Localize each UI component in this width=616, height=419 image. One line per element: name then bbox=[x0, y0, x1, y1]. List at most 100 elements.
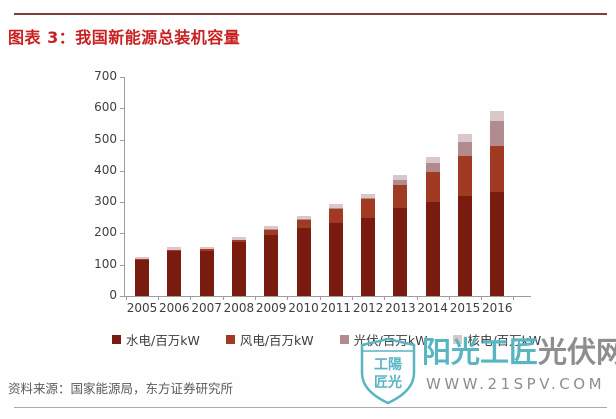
bar-segment bbox=[199, 247, 214, 250]
bar-segment bbox=[425, 156, 440, 163]
y-tick-mark bbox=[120, 296, 125, 297]
y-tick-mark bbox=[120, 108, 125, 110]
svg-text:工陽: 工陽 bbox=[374, 356, 402, 373]
x-tick-mark bbox=[448, 296, 450, 300]
bar-segment bbox=[328, 204, 343, 209]
legend-label: 风电/百万kW bbox=[239, 333, 314, 348]
figure-title: 图表 3：我国新能源总装机容量 bbox=[8, 28, 241, 47]
x-tick-label: 2012 bbox=[352, 301, 384, 315]
legend-swatch bbox=[339, 335, 349, 344]
x-tick-label: 2010 bbox=[288, 301, 319, 315]
y-tick-mark bbox=[120, 202, 125, 204]
x-tick-mark bbox=[287, 296, 289, 300]
bar-segment bbox=[264, 229, 279, 235]
watermark-brand-teal: 阳光工匠 bbox=[422, 335, 539, 369]
y-tick-label: 400 bbox=[94, 162, 117, 177]
bar-segment bbox=[393, 179, 408, 185]
x-tick-label: 2015 bbox=[449, 301, 481, 315]
bar-segment bbox=[199, 250, 214, 296]
legend-swatch bbox=[112, 335, 121, 344]
bar-segment bbox=[167, 247, 182, 250]
x-tick-mark bbox=[481, 296, 483, 300]
bar-segment bbox=[328, 223, 343, 296]
bar-segment bbox=[393, 184, 408, 209]
x-tick-mark bbox=[190, 296, 192, 300]
x-tick-label: 2011 bbox=[320, 301, 352, 315]
x-tick-mark bbox=[158, 296, 160, 300]
stacked-bar-2016 bbox=[490, 110, 505, 296]
bar-segment bbox=[361, 198, 376, 200]
stacked-bar-2009 bbox=[264, 226, 279, 296]
bar-segment bbox=[361, 194, 376, 199]
legend-swatch bbox=[453, 335, 463, 344]
bar-segment bbox=[425, 201, 440, 296]
stacked-bar-2007 bbox=[199, 247, 214, 296]
bar-segment bbox=[393, 208, 408, 296]
top-divider bbox=[14, 13, 607, 15]
stacked-bar-2008 bbox=[231, 236, 246, 296]
bar-segment bbox=[490, 192, 505, 296]
y-tick-label: 100 bbox=[94, 256, 117, 271]
stacked-bar-2010 bbox=[296, 215, 311, 296]
y-tick-label: 0 bbox=[109, 288, 117, 302]
legend-label: 水电/百万kW bbox=[126, 333, 200, 348]
x-tick-mark bbox=[125, 296, 127, 300]
bar-segment bbox=[135, 259, 149, 296]
bar-segment bbox=[425, 162, 440, 172]
legend-item: 风电/百万kW bbox=[225, 330, 314, 349]
bar-segment bbox=[458, 134, 472, 143]
x-tick-mark bbox=[384, 296, 386, 300]
stacked-bar-2015 bbox=[458, 134, 472, 296]
x-tick-label: 2013 bbox=[385, 301, 416, 315]
bar-segment bbox=[458, 142, 472, 156]
bar-segment bbox=[167, 249, 182, 251]
y-tick-mark bbox=[120, 139, 125, 141]
y-tick-mark bbox=[120, 233, 125, 235]
x-tick-label: 2005 bbox=[126, 301, 158, 315]
x-tick-mark bbox=[513, 296, 515, 300]
x-tick-label: 2007 bbox=[191, 301, 222, 315]
stacked-bar-2011 bbox=[328, 204, 343, 296]
x-tick-label: 2006 bbox=[159, 301, 190, 315]
y-tick-mark bbox=[120, 264, 125, 266]
x-tick-mark bbox=[222, 296, 224, 300]
y-tick-mark bbox=[120, 77, 125, 78]
bar-segment bbox=[264, 226, 279, 230]
y-tick-label: 300 bbox=[94, 194, 117, 209]
bar-segment bbox=[199, 249, 214, 251]
legend-item: 核电/百万kW bbox=[453, 330, 541, 349]
bar-segment bbox=[231, 242, 246, 296]
x-tick-mark bbox=[351, 296, 353, 300]
legend-label: 核电/百万kW bbox=[467, 333, 542, 348]
watermark-url: WWW.21SPV.COM bbox=[426, 375, 606, 393]
bar-segment bbox=[458, 196, 472, 296]
bar-segment bbox=[264, 234, 279, 296]
bar-segment bbox=[296, 228, 311, 296]
svg-text:匠光: 匠光 bbox=[374, 374, 402, 391]
bar-segment bbox=[458, 155, 472, 197]
y-tick-label: 700 bbox=[94, 69, 117, 83]
bar-segment bbox=[328, 208, 343, 209]
bar-segment bbox=[231, 236, 246, 240]
bar-segment bbox=[393, 175, 408, 180]
x-tick-label: 2014 bbox=[417, 301, 448, 315]
bar-segment bbox=[361, 199, 376, 219]
x-tick-mark bbox=[319, 296, 321, 300]
bottom-divider bbox=[14, 407, 607, 408]
x-tick-label: 2016 bbox=[482, 301, 513, 315]
x-tick-mark bbox=[255, 296, 257, 300]
bar-segment bbox=[490, 145, 505, 193]
legend-item: 水电/百万kW bbox=[112, 330, 200, 349]
y-tick-label: 500 bbox=[94, 131, 117, 146]
bar-segment bbox=[490, 121, 505, 146]
x-tick-mark bbox=[416, 296, 418, 300]
bar-segment bbox=[490, 110, 505, 122]
watermark-brand-gray: 光伏网 bbox=[538, 335, 616, 369]
bar-segment bbox=[425, 171, 440, 202]
y-tick-mark bbox=[120, 170, 125, 172]
watermark: 工陽 匠光 阳光工匠光伏网 WWW.21SPV.COM bbox=[358, 335, 616, 407]
stacked-bar-2006 bbox=[167, 247, 182, 296]
bar-segment bbox=[361, 218, 376, 296]
stacked-bar-2005 bbox=[135, 256, 149, 296]
